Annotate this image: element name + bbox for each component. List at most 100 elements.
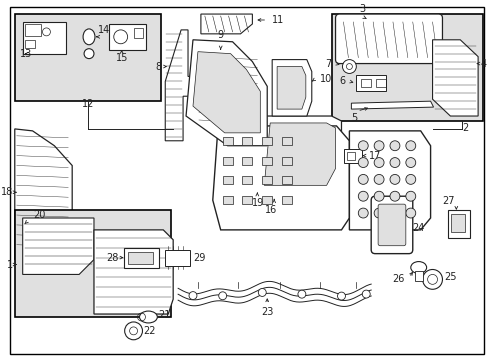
Bar xyxy=(109,24,146,50)
Polygon shape xyxy=(201,14,252,34)
Text: 24: 24 xyxy=(411,223,423,233)
Polygon shape xyxy=(193,52,260,133)
Bar xyxy=(127,252,153,264)
Circle shape xyxy=(422,270,442,289)
Polygon shape xyxy=(185,40,266,146)
Bar xyxy=(242,176,252,184)
Text: 13: 13 xyxy=(20,49,32,59)
Circle shape xyxy=(389,141,399,151)
Bar xyxy=(242,137,252,145)
Bar xyxy=(282,137,291,145)
Text: 2: 2 xyxy=(461,123,468,133)
Text: 7: 7 xyxy=(325,59,331,68)
Circle shape xyxy=(358,141,367,151)
Polygon shape xyxy=(212,126,349,230)
Text: 26: 26 xyxy=(392,274,404,284)
Bar xyxy=(165,250,190,266)
Bar xyxy=(450,214,464,232)
FancyBboxPatch shape xyxy=(377,204,405,246)
Bar xyxy=(222,196,232,204)
Polygon shape xyxy=(264,123,335,185)
Circle shape xyxy=(389,208,399,218)
Text: 29: 29 xyxy=(193,253,205,262)
Bar xyxy=(133,28,143,38)
Circle shape xyxy=(124,322,142,340)
Bar xyxy=(262,176,272,184)
Text: 5: 5 xyxy=(351,113,357,123)
Circle shape xyxy=(297,290,305,298)
Text: 22: 22 xyxy=(143,326,156,336)
Bar xyxy=(222,176,232,184)
Bar xyxy=(242,196,252,204)
Bar xyxy=(331,14,482,121)
Text: 8: 8 xyxy=(155,62,161,72)
Circle shape xyxy=(405,175,415,184)
Bar xyxy=(24,40,35,48)
FancyBboxPatch shape xyxy=(370,196,412,254)
Bar xyxy=(282,196,291,204)
Bar xyxy=(282,176,291,184)
Bar xyxy=(344,149,362,163)
Text: 3: 3 xyxy=(359,4,365,14)
Bar xyxy=(22,22,66,54)
Bar xyxy=(123,248,159,267)
Bar xyxy=(361,80,370,87)
Polygon shape xyxy=(349,131,430,230)
Bar xyxy=(242,157,252,165)
Bar xyxy=(447,210,469,238)
Polygon shape xyxy=(22,218,94,274)
Circle shape xyxy=(358,191,367,201)
Text: 27: 27 xyxy=(441,196,454,206)
Circle shape xyxy=(405,158,415,167)
Text: 18: 18 xyxy=(0,187,13,197)
Text: 9: 9 xyxy=(217,30,224,40)
Polygon shape xyxy=(94,230,173,314)
Circle shape xyxy=(337,292,345,300)
Bar xyxy=(222,137,232,145)
Text: 28: 28 xyxy=(106,253,119,262)
Bar xyxy=(356,76,385,91)
Bar xyxy=(414,271,422,282)
Text: 6: 6 xyxy=(339,76,345,86)
Circle shape xyxy=(342,60,356,73)
Text: 4: 4 xyxy=(479,59,485,68)
Circle shape xyxy=(373,208,383,218)
Text: 19: 19 xyxy=(252,198,264,208)
Text: 20: 20 xyxy=(33,210,45,220)
Bar xyxy=(282,157,291,165)
Bar xyxy=(262,196,272,204)
Polygon shape xyxy=(15,129,72,260)
Ellipse shape xyxy=(84,49,94,59)
Bar xyxy=(222,157,232,165)
Ellipse shape xyxy=(410,262,426,274)
Text: 21: 21 xyxy=(158,310,170,320)
Bar xyxy=(262,137,272,145)
Text: 17: 17 xyxy=(368,150,381,161)
Text: 16: 16 xyxy=(264,205,277,215)
Bar xyxy=(24,24,41,36)
Text: 1: 1 xyxy=(7,260,13,270)
Bar xyxy=(15,210,171,317)
Bar xyxy=(15,14,161,101)
Circle shape xyxy=(373,141,383,151)
Circle shape xyxy=(389,191,399,201)
Text: 14: 14 xyxy=(98,25,110,35)
Text: 25: 25 xyxy=(444,273,456,282)
Polygon shape xyxy=(277,67,305,109)
Text: 15: 15 xyxy=(115,53,128,63)
Text: 12: 12 xyxy=(81,99,94,109)
Circle shape xyxy=(373,191,383,201)
Text: 23: 23 xyxy=(261,307,273,317)
Polygon shape xyxy=(257,116,341,195)
Circle shape xyxy=(358,175,367,184)
Circle shape xyxy=(358,158,367,167)
Circle shape xyxy=(218,292,226,300)
Text: 10: 10 xyxy=(319,75,331,84)
Polygon shape xyxy=(432,40,477,116)
Ellipse shape xyxy=(83,29,95,45)
Circle shape xyxy=(389,158,399,167)
Bar xyxy=(375,80,385,87)
Circle shape xyxy=(358,208,367,218)
FancyBboxPatch shape xyxy=(335,14,442,64)
Polygon shape xyxy=(165,30,212,141)
